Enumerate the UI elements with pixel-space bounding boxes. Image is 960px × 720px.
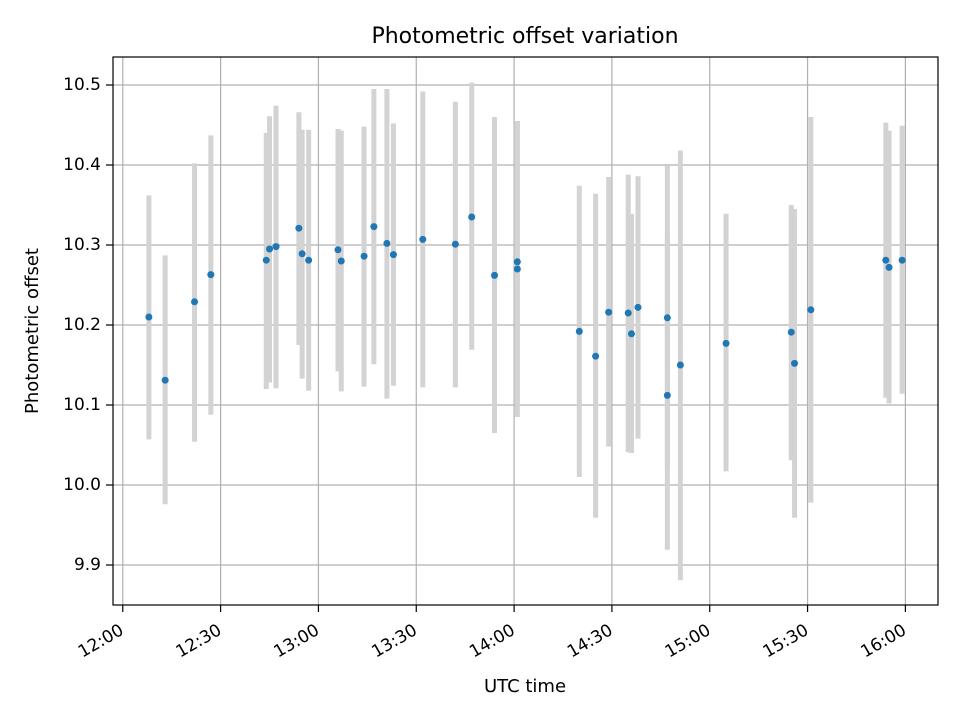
data-point bbox=[360, 252, 368, 260]
data-point bbox=[663, 391, 671, 399]
y-tick-label: 10.0 bbox=[63, 475, 101, 495]
data-point bbox=[885, 263, 893, 271]
data-point bbox=[624, 309, 632, 317]
data-point bbox=[419, 235, 427, 243]
data-point bbox=[334, 246, 342, 254]
data-point bbox=[676, 361, 684, 369]
y-tick-label: 9.9 bbox=[74, 555, 101, 575]
data-point bbox=[145, 313, 153, 321]
grid-lines bbox=[113, 57, 938, 605]
plot-area-frame bbox=[112, 56, 939, 606]
data-point bbox=[370, 223, 378, 231]
data-point bbox=[161, 376, 169, 384]
x-axis-label: UTC time bbox=[484, 676, 566, 697]
data-points bbox=[145, 213, 906, 399]
data-point bbox=[575, 327, 583, 335]
data-point bbox=[451, 240, 459, 248]
data-point bbox=[383, 239, 391, 247]
data-point bbox=[295, 224, 303, 232]
data-point bbox=[191, 298, 199, 306]
chart-title: Photometric offset variation bbox=[371, 24, 678, 49]
data-point bbox=[305, 256, 313, 264]
data-point bbox=[898, 256, 906, 264]
y-axis-label: Photometric offset bbox=[22, 248, 43, 414]
data-point bbox=[634, 303, 642, 311]
data-point bbox=[722, 339, 730, 347]
y-tick-label: 10.3 bbox=[63, 235, 101, 255]
data-point bbox=[663, 314, 671, 322]
data-point bbox=[807, 306, 815, 314]
data-point bbox=[605, 308, 613, 316]
data-point bbox=[337, 257, 345, 265]
data-point bbox=[491, 271, 499, 279]
data-point bbox=[266, 245, 274, 253]
data-point bbox=[207, 271, 215, 279]
data-point bbox=[389, 251, 397, 259]
data-point bbox=[592, 352, 600, 360]
data-point bbox=[298, 250, 306, 258]
data-point bbox=[513, 258, 521, 266]
data-point bbox=[882, 256, 890, 264]
y-tick-label: 10.1 bbox=[63, 395, 101, 415]
y-tick-label: 10.2 bbox=[63, 315, 101, 335]
y-tick-label: 10.4 bbox=[63, 155, 101, 175]
y-axis-ticks: 9.9 10.0 10.1 10.2 10.3 10.4 10.5 bbox=[63, 75, 113, 575]
data-point bbox=[272, 243, 280, 251]
data-point bbox=[513, 265, 521, 273]
data-point bbox=[262, 256, 270, 264]
data-point bbox=[791, 359, 799, 367]
data-point bbox=[787, 328, 795, 336]
y-tick-label: 10.5 bbox=[63, 75, 101, 95]
data-point bbox=[627, 330, 635, 338]
data-point bbox=[468, 213, 476, 221]
